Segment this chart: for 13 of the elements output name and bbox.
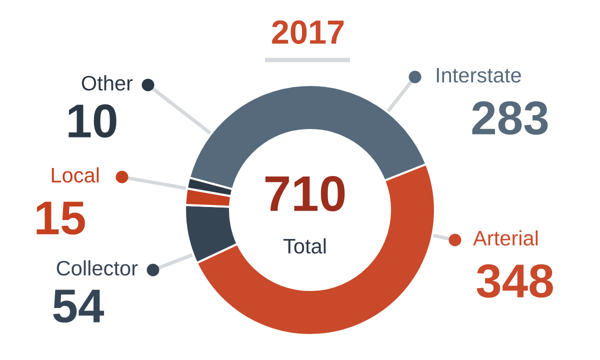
data-label: 348: [476, 264, 553, 298]
legend-label: Local: [52, 167, 99, 183]
chart-title: 2017: [272, 20, 344, 44]
data-label: 54: [53, 290, 104, 323]
slice-label: Arterial: [473, 230, 538, 246]
slice-label: Interstate: [436, 68, 521, 83]
legend-label: Collector: [56, 260, 138, 276]
data-label: 15: [36, 202, 85, 235]
text: 710: [265, 176, 345, 212]
data-label: 283: [472, 101, 548, 135]
data-label: 10: [68, 104, 116, 138]
legend-label: Other: [82, 75, 133, 91]
text: Total: [283, 238, 326, 254]
